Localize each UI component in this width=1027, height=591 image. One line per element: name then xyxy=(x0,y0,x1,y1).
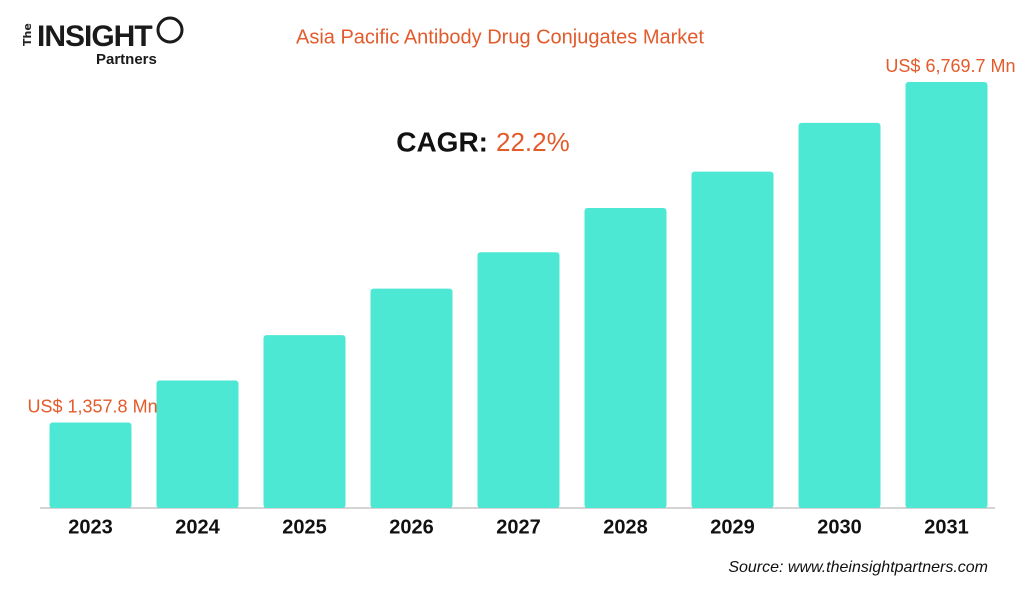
cagr-value: 22.2% xyxy=(496,127,570,157)
bar xyxy=(370,288,453,508)
value-label: US$ 1,357.8 Mn xyxy=(28,396,158,416)
x-tick-label: 2026 xyxy=(389,516,434,538)
x-tick-label: 2028 xyxy=(603,516,648,538)
x-tick-label: 2030 xyxy=(817,516,862,538)
bar xyxy=(798,122,881,508)
bar xyxy=(156,380,239,508)
logo: The INSIGHT Partners xyxy=(21,16,184,68)
bar xyxy=(691,171,774,508)
chart-title: Asia Pacific Antibody Drug Conjugates Ma… xyxy=(296,26,704,48)
logo-ring xyxy=(156,16,184,44)
source: Source: www.theinsightpartners.com xyxy=(728,559,988,576)
x-tick-label: 2023 xyxy=(68,516,113,538)
x-tick-label: 2027 xyxy=(496,516,541,538)
x-tick-label: 2025 xyxy=(282,516,327,538)
x-tick-label: 2031 xyxy=(924,516,969,538)
bar xyxy=(905,82,988,508)
bar xyxy=(49,422,132,508)
value-label: US$ 6,769.7 Mn xyxy=(885,56,1015,76)
bar xyxy=(263,335,346,508)
cagr-label: CAGR: xyxy=(396,126,488,157)
x-tick-label: 2029 xyxy=(710,516,755,538)
logo-partners: Partners xyxy=(96,51,157,68)
bar xyxy=(584,207,667,508)
logo-insight: INSIGHT xyxy=(37,20,152,53)
logo-the: The xyxy=(21,23,34,46)
bar xyxy=(477,252,560,508)
x-tick-label: 2024 xyxy=(175,516,220,538)
